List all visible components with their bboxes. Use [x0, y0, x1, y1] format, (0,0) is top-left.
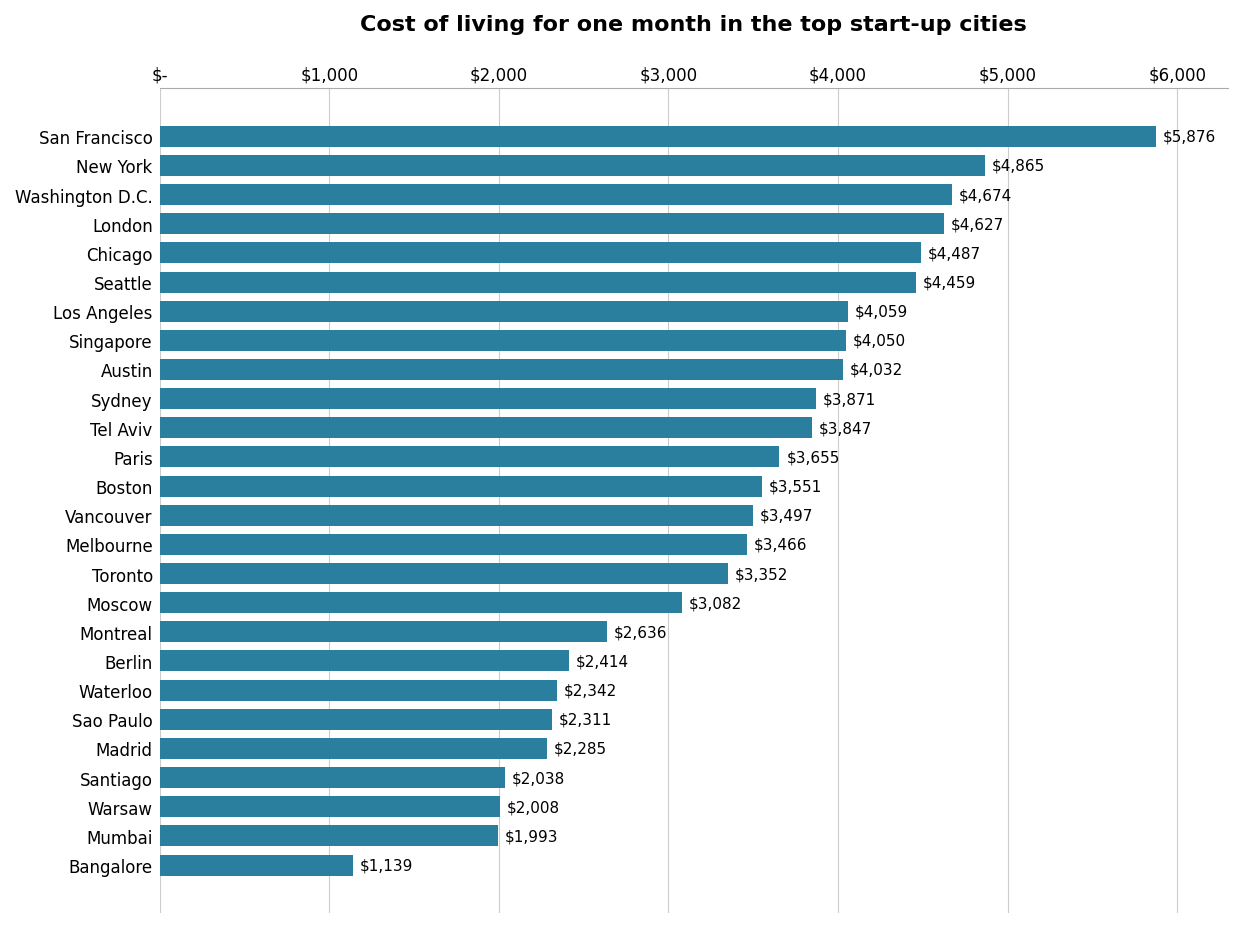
Text: $2,038: $2,038	[512, 770, 566, 785]
Bar	[159, 593, 682, 613]
Text: $1,993: $1,993	[505, 829, 558, 844]
Bar	[159, 738, 547, 759]
Bar	[159, 127, 1156, 148]
Bar	[159, 447, 779, 468]
Text: $4,459: $4,459	[922, 276, 976, 290]
Text: $5,876: $5,876	[1163, 130, 1216, 145]
Bar	[159, 418, 812, 439]
Bar	[159, 272, 916, 293]
Bar	[159, 826, 497, 846]
Text: $4,059: $4,059	[855, 304, 909, 319]
Text: $3,466: $3,466	[755, 537, 808, 552]
Text: $3,551: $3,551	[768, 479, 822, 494]
Text: $2,414: $2,414	[576, 654, 629, 669]
Bar	[159, 156, 984, 176]
Text: $3,352: $3,352	[735, 566, 788, 582]
Text: $4,032: $4,032	[850, 363, 904, 378]
Bar	[159, 651, 569, 672]
Text: $4,487: $4,487	[927, 246, 981, 261]
Text: $4,050: $4,050	[853, 333, 906, 349]
Bar	[159, 476, 762, 497]
Bar	[159, 796, 500, 818]
Bar	[159, 680, 557, 701]
Bar	[159, 243, 921, 264]
Text: $4,865: $4,865	[992, 159, 1044, 174]
Title: Cost of living for one month in the top start-up cities: Cost of living for one month in the top …	[360, 15, 1027, 35]
Text: $2,008: $2,008	[507, 799, 561, 815]
Text: $3,082: $3,082	[689, 596, 742, 611]
Text: $3,847: $3,847	[819, 420, 873, 436]
Text: $4,674: $4,674	[960, 187, 1012, 203]
Bar	[159, 302, 848, 322]
Bar	[159, 767, 506, 788]
Bar	[159, 709, 552, 730]
Bar	[159, 855, 353, 876]
Bar	[159, 535, 747, 555]
Text: $4,627: $4,627	[951, 217, 1004, 232]
Text: $3,871: $3,871	[823, 392, 876, 406]
Bar	[159, 185, 952, 206]
Bar	[159, 505, 753, 526]
Bar	[159, 622, 607, 642]
Text: $2,636: $2,636	[614, 625, 667, 639]
Bar	[159, 214, 945, 235]
Bar	[159, 330, 846, 352]
Bar	[159, 360, 844, 380]
Text: $2,311: $2,311	[558, 712, 612, 727]
Text: $2,285: $2,285	[554, 741, 607, 756]
Text: $1,139: $1,139	[359, 857, 413, 872]
Text: $2,342: $2,342	[563, 683, 617, 698]
Bar	[159, 389, 817, 409]
Bar	[159, 563, 728, 585]
Text: $3,497: $3,497	[759, 509, 813, 523]
Text: $3,655: $3,655	[787, 450, 839, 465]
